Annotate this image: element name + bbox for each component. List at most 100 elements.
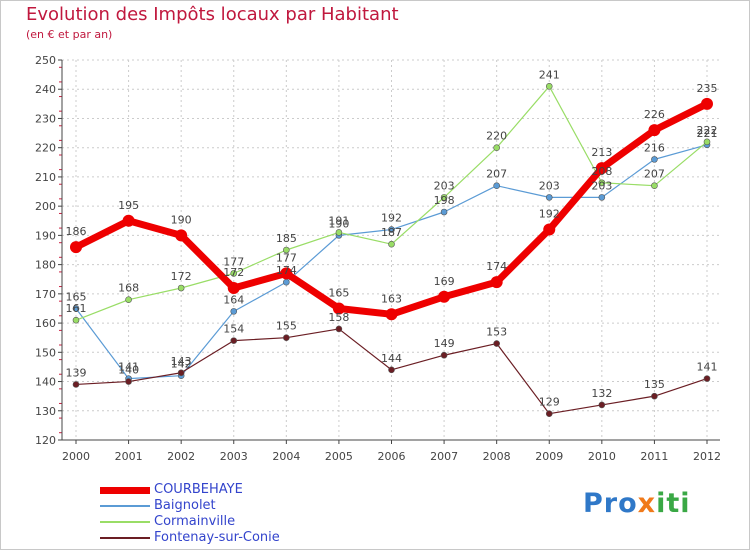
legend-swatch	[100, 505, 150, 507]
data-point	[283, 334, 290, 341]
y-tick-label: 170	[35, 288, 56, 301]
x-tick-label: 2005	[325, 450, 353, 463]
legend-label: COURBEHAYE	[154, 482, 243, 497]
data-label: 177	[223, 255, 244, 268]
legend-swatch	[100, 521, 150, 523]
data-point	[545, 83, 553, 90]
legend-label: Fontenay-sur-Conie	[154, 530, 280, 545]
data-point	[125, 296, 132, 303]
data-label: 142	[171, 358, 192, 371]
data-point	[490, 276, 503, 289]
x-tick-label: 2009	[535, 450, 563, 463]
data-label: 191	[328, 214, 349, 227]
data-label: 241	[539, 68, 560, 81]
data-label: 140	[118, 364, 139, 377]
data-label: 168	[118, 282, 139, 295]
data-label: 226	[644, 108, 665, 121]
y-tick-label: 140	[35, 376, 56, 389]
data-point	[230, 337, 238, 344]
y-tick-label: 130	[35, 405, 56, 418]
x-tick-label: 2002	[167, 450, 195, 463]
data-label: 141	[118, 361, 139, 374]
data-label: 135	[644, 378, 665, 391]
x-tick-label: 2010	[588, 450, 616, 463]
brand-part-1: Pro	[583, 488, 638, 519]
y-tick-label: 120	[35, 434, 56, 447]
data-label: 203	[434, 179, 455, 192]
y-tick-label: 230	[35, 112, 56, 125]
data-label: 161	[66, 302, 87, 315]
data-point	[70, 241, 82, 254]
data-point	[332, 302, 345, 315]
legend-item: COURBEHAYE	[100, 482, 360, 498]
y-tick-label: 220	[35, 142, 56, 155]
data-point	[72, 305, 80, 312]
data-label: 141	[697, 361, 718, 374]
data-label: 186	[66, 225, 87, 238]
data-point	[125, 378, 132, 385]
data-label: 198	[434, 194, 455, 207]
data-label: 235	[697, 82, 718, 95]
data-label: 174	[486, 260, 507, 273]
legend-item: Cormainville	[100, 514, 360, 530]
data-point	[598, 194, 606, 201]
data-label: 192	[381, 212, 402, 225]
brand-logo: Proxiti	[583, 488, 691, 519]
data-point	[177, 284, 185, 292]
data-label: 187	[381, 226, 402, 239]
data-point	[230, 308, 238, 315]
data-point	[175, 229, 188, 242]
x-tick-label: 2008	[483, 450, 511, 463]
legend-swatch	[100, 537, 150, 539]
data-point	[72, 381, 80, 388]
data-label: 203	[539, 179, 560, 192]
x-tick-label: 2011	[640, 450, 668, 463]
x-tick-label: 2001	[115, 450, 143, 463]
data-point	[388, 366, 395, 374]
data-point	[122, 214, 135, 227]
data-point	[227, 282, 240, 294]
legend-item: Fontenay-sur-Conie	[100, 530, 360, 546]
data-label: 220	[486, 130, 507, 143]
data-point	[543, 223, 556, 236]
data-label: 207	[644, 168, 665, 181]
y-tick-label: 190	[35, 229, 56, 242]
data-point	[388, 226, 395, 233]
data-label: 208	[591, 165, 612, 178]
y-tick-label: 160	[35, 317, 56, 330]
data-label: 213	[591, 146, 612, 159]
data-label: 154	[223, 323, 244, 336]
data-label: 221	[697, 127, 718, 140]
data-label: 165	[66, 290, 87, 303]
data-point	[703, 375, 711, 382]
data-label: 165	[328, 286, 349, 299]
data-label: 153	[486, 326, 507, 339]
legend-item: Baignolet	[100, 498, 360, 514]
data-label: 190	[171, 213, 192, 226]
data-point	[648, 124, 661, 137]
data-point	[701, 97, 713, 110]
data-point	[438, 290, 451, 303]
data-point	[493, 182, 500, 189]
data-label: 203	[591, 179, 612, 192]
chart-subtitle: (en € et par an)	[26, 28, 113, 41]
legend: COURBEHAYE Baignolet Cormainville Fontenay-…	[100, 482, 360, 546]
x-tick-label: 2006	[378, 450, 406, 463]
data-point	[283, 278, 290, 286]
y-tick-label: 250	[35, 54, 56, 67]
data-point	[440, 351, 448, 359]
x-tick-label: 2000	[62, 450, 90, 463]
data-label: 158	[328, 311, 349, 324]
data-point	[335, 229, 343, 236]
y-tick-label: 150	[35, 346, 56, 359]
data-point	[440, 194, 448, 201]
y-tick-label: 210	[35, 171, 56, 184]
data-point	[280, 267, 293, 280]
data-label: 163	[381, 292, 402, 305]
data-point	[283, 246, 290, 254]
data-label: 169	[434, 275, 455, 288]
data-point	[385, 308, 398, 321]
brand-part-2: x	[637, 488, 657, 519]
y-tick-label: 240	[35, 83, 56, 96]
